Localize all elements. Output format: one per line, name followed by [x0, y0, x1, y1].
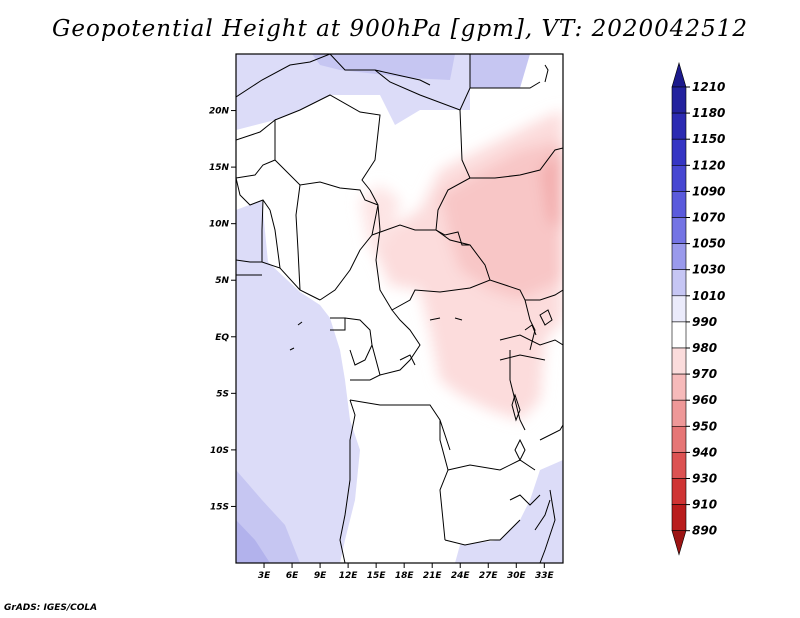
- x-tick-label: 30E: [507, 571, 527, 581]
- y-tick-label: 5S: [216, 389, 229, 399]
- colorbar-box: [671, 217, 687, 244]
- shaded-field: [236, 54, 563, 563]
- x-tick-label: 33E: [535, 571, 555, 581]
- colorbar-box: [671, 399, 687, 427]
- grads-footer: GrADS: IGES/COLA: [4, 603, 98, 613]
- colorbar-top-arrow: [671, 61, 687, 88]
- x-tick-label: 21E: [423, 571, 443, 581]
- colorbar-box: [671, 295, 687, 323]
- colorbar-box: [671, 191, 687, 218]
- colorbar-label: 1010: [692, 289, 725, 303]
- colorbar-label: 930: [692, 472, 717, 486]
- colorbar-box: [671, 138, 687, 166]
- y-tick-label: 10N: [209, 220, 230, 230]
- x-tick-label: 27E: [479, 571, 499, 581]
- colorbar-label: 910: [692, 498, 717, 512]
- x-tick-label: 12E: [339, 571, 359, 581]
- colorbar-label: 1120: [692, 158, 725, 172]
- colorbar-label: 1150: [692, 132, 725, 146]
- colorbar-box: [671, 373, 687, 401]
- y-tick-label: EQ: [215, 333, 229, 343]
- x-tick-label: 24E: [451, 571, 471, 581]
- colorbar-label: 1030: [692, 263, 725, 277]
- colorbar-box: [671, 165, 687, 192]
- colorbar-box: [671, 243, 687, 271]
- y-tick-label: 20N: [209, 107, 230, 117]
- colorbar-box: [671, 452, 687, 479]
- colorbar-label: 1050: [692, 237, 725, 251]
- colorbar-label: 970: [692, 367, 717, 381]
- x-tick-label: 9E: [314, 571, 327, 581]
- colorbar-label: 940: [692, 445, 717, 459]
- y-tick-label: 15N: [209, 163, 230, 173]
- colorbar-label: 1180: [692, 106, 725, 120]
- colorbar-label: 1090: [692, 184, 725, 198]
- colorbar-box: [671, 478, 687, 505]
- x-tick-label: 18E: [395, 571, 415, 581]
- country-borders: [236, 54, 563, 563]
- colorbar-box: [671, 347, 687, 375]
- colorbar-label: 980: [692, 341, 717, 355]
- colorbar-box: [671, 86, 687, 114]
- colorbar-box: [671, 425, 687, 453]
- x-tick-label: 15E: [367, 571, 387, 581]
- colorbar-label: 950: [692, 419, 717, 433]
- x-tick-label: 6E: [286, 571, 299, 581]
- colorbar-label: 1210: [692, 80, 725, 94]
- y-tick-label: 10S: [210, 446, 229, 456]
- colorbar-box: [671, 269, 687, 297]
- colorbar-bottom-arrow: [671, 530, 687, 556]
- colorbar-box: [671, 321, 687, 349]
- colorbar-label: 1070: [692, 211, 725, 225]
- colorbar-label: 890: [692, 524, 717, 538]
- colorbar-label: 960: [692, 393, 717, 407]
- map-area: [235, 53, 564, 564]
- chart-title: Geopotential Height at 900hPa [gpm], VT:…: [52, 16, 748, 42]
- colorbar-box: [671, 504, 687, 532]
- y-tick-label: 15S: [210, 502, 229, 512]
- y-tick-label: 5N: [215, 276, 229, 286]
- colorbar-label: 990: [692, 315, 717, 329]
- axis-ticks: 3E 6E 9E 12E 15E 18E 21E 24E 27E 30E 33E 20N 15N 10N 5…: [209, 107, 555, 581]
- x-tick-label: 3E: [258, 571, 271, 581]
- colorbar-box: [671, 112, 687, 140]
- colorbar: 1210 1180 1150 1120 1090 1070 1050 1030 1010 990 9…: [671, 61, 725, 556]
